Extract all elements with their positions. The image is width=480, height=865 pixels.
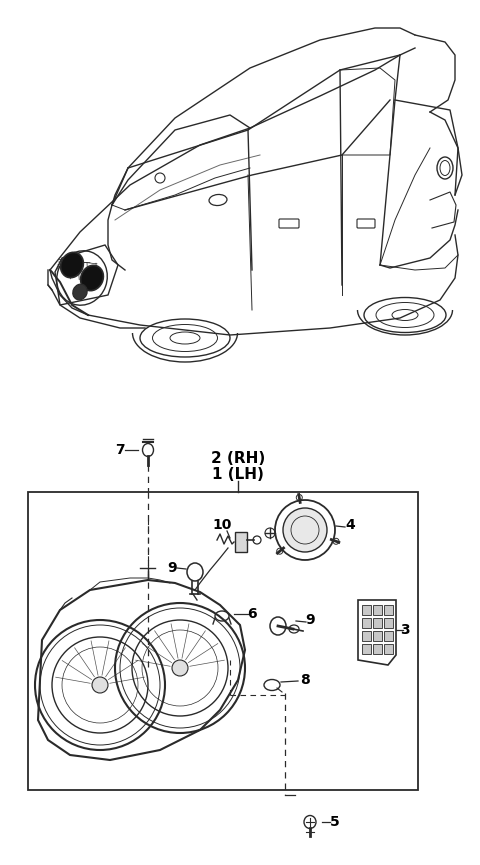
Text: 10: 10 bbox=[212, 518, 232, 532]
Text: 9: 9 bbox=[305, 613, 315, 627]
Bar bbox=[373, 605, 382, 615]
Bar bbox=[362, 644, 371, 654]
Text: 8: 8 bbox=[300, 673, 310, 687]
Bar bbox=[384, 644, 393, 654]
Bar bbox=[28, 492, 418, 790]
Text: 5: 5 bbox=[330, 815, 340, 829]
Ellipse shape bbox=[60, 253, 84, 278]
Text: 6: 6 bbox=[247, 607, 257, 621]
Circle shape bbox=[283, 508, 327, 552]
Text: 1 (LH): 1 (LH) bbox=[212, 466, 264, 482]
Bar bbox=[373, 618, 382, 628]
Text: 2 (RH): 2 (RH) bbox=[211, 451, 265, 465]
Bar bbox=[362, 605, 371, 615]
Text: 4: 4 bbox=[345, 518, 355, 532]
Bar bbox=[373, 631, 382, 641]
Circle shape bbox=[172, 660, 188, 676]
Bar bbox=[235, 532, 247, 552]
Text: 3: 3 bbox=[400, 623, 410, 637]
Bar bbox=[384, 631, 393, 641]
Text: 9: 9 bbox=[167, 561, 177, 575]
Bar bbox=[384, 618, 393, 628]
Ellipse shape bbox=[81, 266, 103, 291]
Bar bbox=[362, 618, 371, 628]
Text: 7: 7 bbox=[115, 443, 125, 457]
Circle shape bbox=[92, 677, 108, 693]
Ellipse shape bbox=[73, 285, 87, 300]
Bar bbox=[362, 631, 371, 641]
Bar bbox=[373, 644, 382, 654]
Bar bbox=[384, 605, 393, 615]
